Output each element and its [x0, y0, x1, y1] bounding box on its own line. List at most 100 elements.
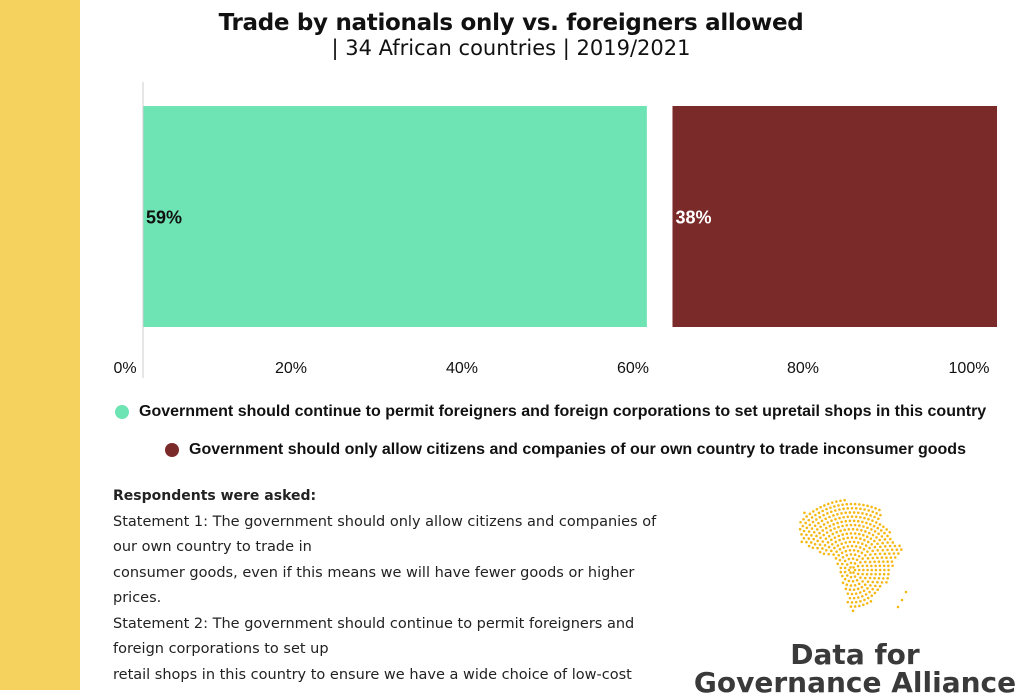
logo-dot	[835, 550, 838, 553]
logo-dot	[882, 564, 886, 568]
logo-dot	[843, 570, 847, 574]
logo-dot	[833, 546, 836, 550]
logo-dot	[857, 532, 861, 536]
logo-dot	[866, 596, 870, 600]
logo-dot	[827, 552, 831, 556]
logo-dot	[873, 552, 877, 556]
logo-dot	[843, 577, 847, 581]
logo-dot	[854, 592, 858, 595]
logo-dot	[845, 554, 849, 557]
logo-dot	[869, 553, 872, 556]
logo-dot	[840, 542, 843, 546]
logo-dot	[878, 568, 882, 572]
logo-dot	[840, 520, 843, 524]
logo-dot	[859, 537, 862, 541]
logo-dot	[857, 582, 861, 586]
logo-dot	[853, 575, 857, 578]
logo-dot	[878, 564, 882, 568]
logo-dot	[852, 596, 856, 600]
logo-dot	[872, 524, 876, 528]
logo-dot	[869, 584, 872, 587]
x-tick-label: 40%	[446, 360, 478, 377]
logo-dot	[837, 525, 840, 529]
logo-dot	[834, 509, 837, 512]
logo-dot	[844, 541, 848, 544]
logo-dot	[839, 570, 843, 574]
logo-dot	[888, 537, 892, 541]
logo-dot	[813, 524, 817, 528]
logo-dot	[845, 574, 849, 577]
logo-dot	[863, 553, 867, 557]
logo-dot	[845, 532, 849, 536]
notes-line: Statement 2: The government should conti…	[113, 615, 635, 632]
logo-dot	[850, 601, 854, 604]
logo-dot	[862, 568, 865, 572]
logo-dot	[849, 523, 853, 527]
logo-dot	[873, 576, 876, 580]
logo-dot	[856, 511, 860, 515]
x-tick-label: 80%	[787, 360, 819, 377]
logo-dot	[853, 502, 857, 506]
logo-dot	[818, 550, 822, 554]
logo-dot	[851, 527, 855, 531]
legend-label: Government should continue to permit for…	[139, 403, 987, 420]
logo-dot	[878, 572, 882, 576]
logo-dot	[839, 566, 843, 570]
logo-dot	[880, 556, 884, 559]
logo-dot	[871, 549, 874, 553]
logo-dot	[845, 502, 849, 506]
logo-text-line1: Data for	[790, 638, 920, 671]
logo-dot	[805, 533, 808, 537]
logo-dot	[889, 556, 893, 559]
logo-dot	[856, 587, 860, 591]
logo-dot	[879, 529, 883, 532]
africa-dots-logo-icon	[798, 498, 908, 613]
logo-dot	[869, 523, 872, 526]
logo-dot	[817, 511, 821, 515]
logo-dot	[870, 505, 873, 509]
logo-dot	[850, 592, 854, 596]
logo-dot	[808, 523, 812, 527]
logo-dot	[814, 513, 817, 517]
logo-dot	[881, 577, 885, 580]
notes-line: foreign corporations to set up	[113, 641, 329, 657]
logo-dot	[862, 533, 865, 537]
logo-dot	[868, 590, 871, 594]
logo-dot	[866, 526, 869, 530]
logo-dot	[885, 556, 888, 560]
logo-dot	[833, 536, 837, 539]
logo-dot	[848, 549, 852, 552]
logo-dot	[853, 553, 857, 557]
logo-dot	[861, 594, 864, 598]
logo-dot	[888, 552, 891, 555]
logo-dot	[823, 543, 827, 547]
logo-dot	[831, 501, 834, 504]
logo-dot	[878, 538, 882, 542]
notes-line: retail shops in this country to ensure w…	[113, 666, 632, 683]
logo-dot	[815, 534, 818, 538]
logo-dot	[865, 521, 868, 525]
logo-dot	[798, 527, 802, 531]
logo-text-line2: Governance Alliance	[693, 666, 1017, 699]
logo-dot	[811, 520, 815, 524]
logo-dot	[837, 504, 840, 507]
logo-dot	[863, 538, 866, 542]
logo-dot	[861, 557, 864, 560]
logo-dot	[849, 532, 853, 535]
logo-dot	[866, 580, 870, 583]
logo-dot	[865, 572, 869, 576]
logo-dot	[861, 520, 864, 524]
logo-dot	[854, 600, 858, 604]
logo-dot	[852, 519, 856, 523]
logo-dot	[886, 560, 889, 564]
logo-dot	[835, 500, 838, 503]
logo-dot	[849, 561, 853, 565]
logo-dot	[851, 557, 855, 560]
logo-dot	[881, 560, 885, 563]
logo-dot	[803, 511, 806, 515]
logo-dot	[861, 572, 864, 576]
logo-dot	[838, 508, 841, 511]
logo-dot	[877, 517, 880, 521]
logo-dot	[802, 517, 805, 521]
logo-dot	[812, 510, 815, 513]
